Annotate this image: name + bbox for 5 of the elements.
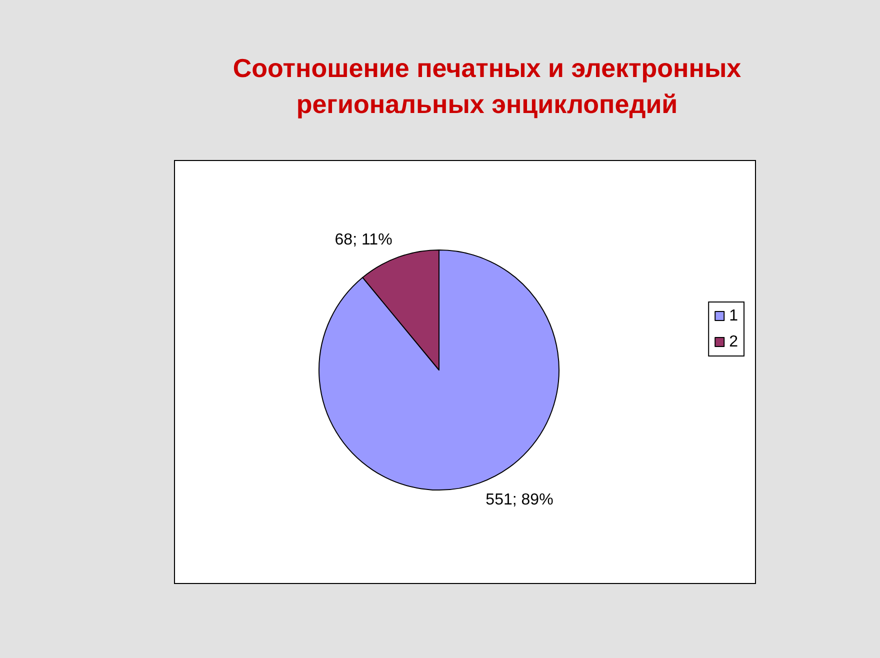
chart-title: Соотношение печатных и электронных региональных энциклопедий — [232, 53, 742, 119]
legend-label: 1 — [729, 308, 738, 324]
legend-label: 2 — [729, 334, 738, 350]
data-label: 551; 89% — [486, 491, 554, 508]
data-label: 68; 11% — [334, 232, 392, 249]
